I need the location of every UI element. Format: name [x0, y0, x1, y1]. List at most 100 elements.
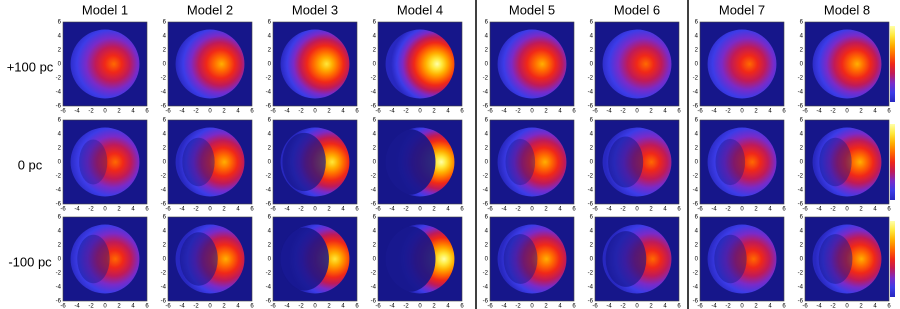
x-tick-label: 4	[768, 207, 772, 213]
y-tick-label: -6	[483, 104, 489, 110]
column-header: Model 4	[397, 2, 443, 17]
x-tick-label: 2	[117, 207, 121, 213]
y-tick-label: -6	[161, 299, 167, 305]
y-tick-label: 2	[163, 48, 167, 54]
y-tick-label: 2	[485, 243, 489, 249]
row-label: +100 pc	[7, 59, 54, 74]
x-tick-label: -4	[389, 304, 395, 309]
y-tick-label: 6	[268, 20, 272, 26]
x-tick-label: 2	[432, 207, 436, 213]
y-tick-label: 0	[485, 62, 489, 68]
y-tick-label: 4	[163, 229, 167, 235]
y-tick-label: 0	[268, 257, 272, 263]
y-tick-label: 2	[590, 146, 594, 152]
x-tick-label: 2	[544, 207, 548, 213]
x-tick-label: 6	[355, 304, 359, 309]
y-tick-label: -2	[693, 271, 699, 277]
x-tick-label: 2	[544, 304, 548, 309]
y-tick-label: 4	[268, 229, 272, 235]
column-header: Model 2	[187, 2, 233, 17]
y-tick-label: 6	[695, 118, 699, 124]
row-label: -100 pc	[8, 254, 52, 269]
heatmap-shadow	[179, 232, 218, 286]
x-tick-label: -6	[60, 304, 66, 309]
x-tick-label: 2	[432, 304, 436, 309]
x-tick-label: -2	[725, 109, 731, 115]
y-tick-label: -4	[371, 285, 377, 291]
x-tick-label: -2	[620, 304, 626, 309]
y-tick-label: -2	[161, 76, 167, 82]
x-tick-label: 4	[446, 304, 450, 309]
x-tick-label: -4	[606, 304, 612, 309]
x-tick-label: -6	[487, 304, 493, 309]
x-tick-label: -6	[60, 109, 66, 115]
x-tick-label: -2	[830, 207, 836, 213]
y-tick-label: -4	[798, 90, 804, 96]
y-tick-label: 4	[800, 132, 804, 138]
x-tick-label: 6	[250, 304, 254, 309]
heatmap-disk	[280, 29, 350, 99]
heatmap-shadow	[715, 138, 746, 186]
heatmap-shadow	[79, 139, 108, 185]
x-tick-label: 0	[418, 304, 422, 309]
column-header: Model 5	[509, 2, 555, 17]
y-tick-label: -6	[483, 299, 489, 305]
y-tick-label: 6	[590, 215, 594, 221]
color-bar	[890, 26, 895, 102]
x-tick-label: -2	[620, 207, 626, 213]
y-tick-label: 2	[163, 146, 167, 152]
x-tick-label: 4	[236, 304, 240, 309]
y-tick-label: 6	[695, 215, 699, 221]
y-tick-label: -4	[693, 285, 699, 291]
x-tick-label: 2	[432, 109, 436, 115]
y-tick-label: -4	[483, 285, 489, 291]
x-tick-label: -6	[487, 109, 493, 115]
y-tick-label: 4	[590, 132, 594, 138]
x-tick-label: 0	[740, 207, 744, 213]
x-tick-label: 0	[635, 109, 639, 115]
x-tick-label: -6	[802, 109, 808, 115]
y-tick-label: 4	[695, 34, 699, 40]
x-tick-label: -4	[501, 207, 507, 213]
x-tick-label: 6	[677, 109, 681, 115]
heatmap-disk	[497, 29, 567, 99]
x-tick-label: 2	[327, 109, 331, 115]
x-tick-label: -2	[403, 304, 409, 309]
y-tick-label: 6	[485, 215, 489, 221]
heatmap-disk	[175, 29, 245, 99]
x-tick-label: -2	[298, 207, 304, 213]
x-tick-label: -6	[270, 207, 276, 213]
heatmap-disk	[70, 29, 140, 99]
x-tick-label: -4	[74, 304, 80, 309]
heatmap-disk	[497, 127, 567, 197]
y-tick-label: 6	[590, 20, 594, 26]
x-tick-label: 6	[782, 109, 786, 115]
heatmap-shadow	[714, 234, 747, 284]
x-tick-label: 6	[145, 109, 149, 115]
y-tick-label: -6	[693, 202, 699, 208]
y-tick-label: 4	[485, 132, 489, 138]
y-tick-label: 4	[58, 34, 62, 40]
y-tick-label: -2	[693, 76, 699, 82]
x-tick-label: 4	[131, 304, 135, 309]
x-tick-label: 6	[677, 304, 681, 309]
y-tick-label: 6	[485, 20, 489, 26]
x-tick-label: -6	[697, 109, 703, 115]
y-tick-label: -2	[798, 174, 804, 180]
x-tick-label: 2	[222, 109, 226, 115]
x-tick-label: 6	[572, 304, 576, 309]
x-tick-label: 4	[558, 207, 562, 213]
y-tick-label: -6	[371, 202, 377, 208]
y-tick-label: -2	[161, 271, 167, 277]
y-tick-label: -4	[371, 90, 377, 96]
x-tick-label: 2	[754, 109, 758, 115]
heatmap-disk	[707, 224, 777, 294]
y-tick-label: 2	[268, 146, 272, 152]
x-tick-label: 6	[887, 304, 891, 309]
x-tick-label: -2	[193, 109, 199, 115]
x-tick-label: 6	[887, 109, 891, 115]
y-tick-label: 4	[800, 229, 804, 235]
y-tick-label: 0	[590, 257, 594, 263]
y-tick-label: -4	[56, 90, 62, 96]
y-tick-label: 2	[373, 243, 377, 249]
